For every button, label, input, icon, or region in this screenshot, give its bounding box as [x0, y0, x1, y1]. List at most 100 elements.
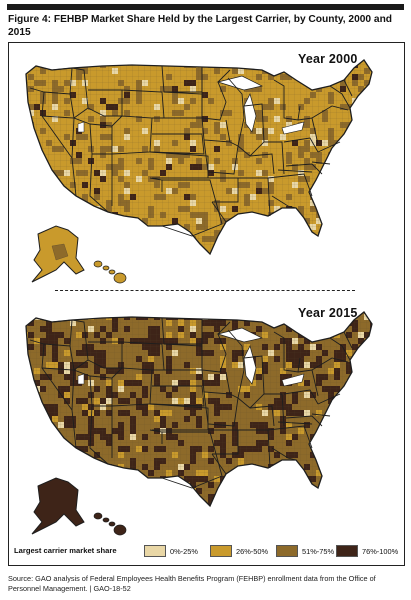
county-cell [298, 476, 304, 482]
county-cell [352, 506, 358, 512]
county-cell [376, 230, 382, 236]
county-cell [340, 140, 346, 146]
county-cell [88, 476, 94, 482]
county-cell [94, 242, 100, 248]
county-cell [52, 188, 58, 194]
county-cell [334, 398, 340, 404]
county-cell [268, 254, 274, 260]
county-cell [238, 230, 244, 236]
county-cell [346, 446, 352, 452]
county-cell [376, 68, 382, 74]
county-cell [124, 230, 130, 236]
county-cell [82, 470, 88, 476]
hawaii-island-2 [108, 521, 116, 527]
county-cell [376, 332, 382, 338]
county-cell [34, 158, 40, 164]
county-cell [256, 500, 262, 506]
state-border [121, 89, 165, 119]
county-cell [88, 218, 94, 224]
county-cell [26, 62, 28, 68]
county-cell [322, 176, 328, 182]
county-cell [376, 182, 382, 188]
county-cell [256, 506, 262, 512]
county-cell [130, 254, 136, 260]
state-border [89, 153, 109, 213]
county-cell [358, 374, 364, 380]
county-cell [34, 398, 40, 404]
county-cell [40, 182, 46, 188]
county-cell [28, 428, 34, 434]
county-cell [82, 212, 88, 218]
county-cell [328, 476, 334, 482]
county-cell [304, 506, 310, 512]
county-cell [376, 440, 382, 446]
county-cell [376, 494, 382, 500]
county-cell [316, 332, 322, 338]
county-cell [364, 404, 370, 410]
county-cell [46, 458, 52, 464]
legend-swatch-51-75 [276, 545, 298, 557]
county-cell [28, 170, 34, 176]
county-cell [340, 434, 346, 440]
hawaii-island-2 [108, 269, 116, 275]
county-cell [160, 494, 166, 500]
state-border [264, 393, 285, 427]
county-cell [46, 194, 52, 200]
county-cell [40, 464, 46, 470]
state-border [201, 117, 231, 143]
county-cell [94, 506, 100, 512]
county-cell [352, 404, 358, 410]
county-cell [70, 200, 76, 206]
county-cell [178, 254, 184, 260]
county-cell [340, 392, 346, 398]
county-cell [172, 506, 178, 512]
county-cell [100, 218, 106, 224]
county-cell [364, 248, 370, 254]
county-cell [106, 500, 112, 506]
county-cell [256, 230, 262, 236]
county-cell [28, 416, 34, 422]
county-cell [358, 128, 364, 134]
hawaii-island-3 [113, 524, 127, 536]
county-cell [370, 338, 372, 344]
county-cell [298, 488, 304, 494]
county-cell [364, 194, 370, 200]
state-border [41, 91, 77, 197]
county-cell [136, 242, 142, 248]
state-border [264, 141, 285, 175]
county-cell [190, 494, 196, 500]
county-cell [352, 452, 358, 458]
county-cell [370, 398, 372, 404]
state-border [203, 391, 239, 427]
county-cell [298, 254, 304, 260]
county-cell [346, 188, 352, 194]
county-cell [334, 428, 340, 434]
state-border [329, 337, 351, 361]
county-cell [124, 236, 130, 242]
county-cell [244, 470, 250, 476]
county-cell [52, 470, 58, 476]
county-cell [262, 500, 268, 506]
county-cell [244, 482, 250, 488]
county-cell [352, 482, 358, 488]
county-cell [340, 458, 346, 464]
county-cell [100, 464, 106, 470]
state-border [149, 151, 209, 179]
county-cell [52, 440, 58, 446]
county-cell [352, 500, 358, 506]
county-cell [136, 506, 142, 512]
county-cell [370, 392, 372, 398]
state-border [249, 153, 275, 175]
county-cell [310, 248, 316, 254]
county-cell [370, 152, 372, 158]
county-cell [118, 248, 124, 254]
state-border [267, 173, 313, 197]
county-cell [346, 182, 352, 188]
great-salt-lake [77, 373, 85, 385]
county-cell [226, 494, 232, 500]
county-cell [334, 470, 340, 476]
county-cell [340, 476, 346, 482]
county-cell [76, 200, 82, 206]
county-cell [226, 254, 232, 260]
county-cell [328, 164, 334, 170]
